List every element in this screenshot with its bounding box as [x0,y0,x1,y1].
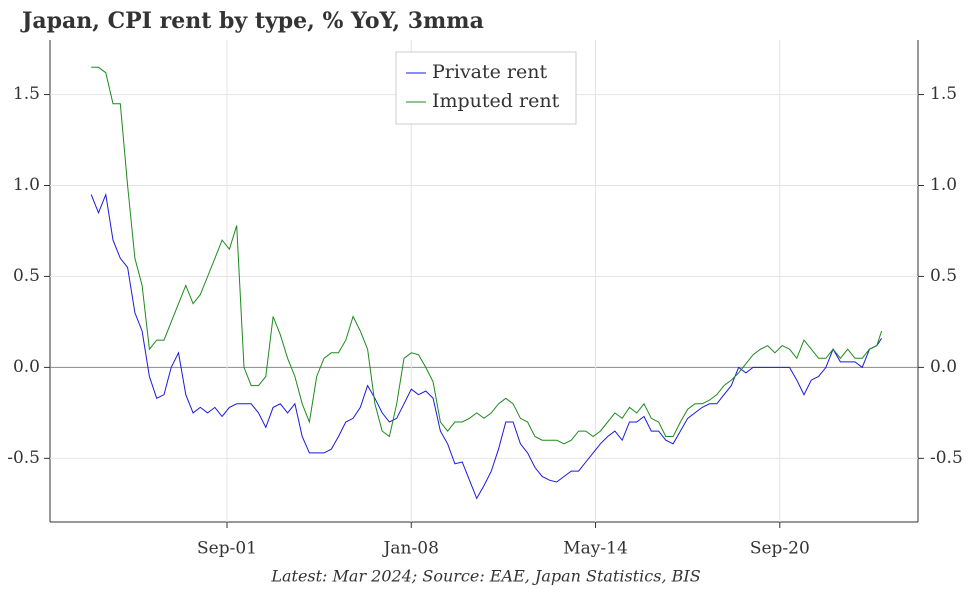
y-tick-label: 1.0 [13,175,40,195]
legend-label: Imputed rent [432,90,560,112]
x-tick-label: May-14 [563,539,628,559]
y2-tick-label: 0.0 [930,357,957,377]
series-line [90,192,883,500]
y2-tick-label: -0.5 [930,448,963,468]
y-tick-label: 0.5 [13,266,40,286]
series-line [91,66,883,445]
y2-tick-label: 1.0 [930,175,957,195]
y-tick-label: 1.5 [13,84,40,104]
x-tick-label: Sep-20 [750,539,810,559]
legend-box [395,51,577,125]
chart-title: Japan, CPI rent by type, % YoY, 3mma [20,8,484,34]
y2-tick-label: 0.5 [930,266,957,286]
footnote: Latest: Mar 2024; Source: EAE, Japan Sta… [270,567,700,586]
x-tick-label: Jan-08 [382,539,439,559]
legend-label: Private rent [432,61,547,83]
y-tick-label: 0.0 [13,357,40,377]
x-tick-label: Sep-01 [197,539,257,559]
y2-tick-label: 1.5 [930,84,957,104]
y-tick-label: -0.5 [7,448,40,468]
